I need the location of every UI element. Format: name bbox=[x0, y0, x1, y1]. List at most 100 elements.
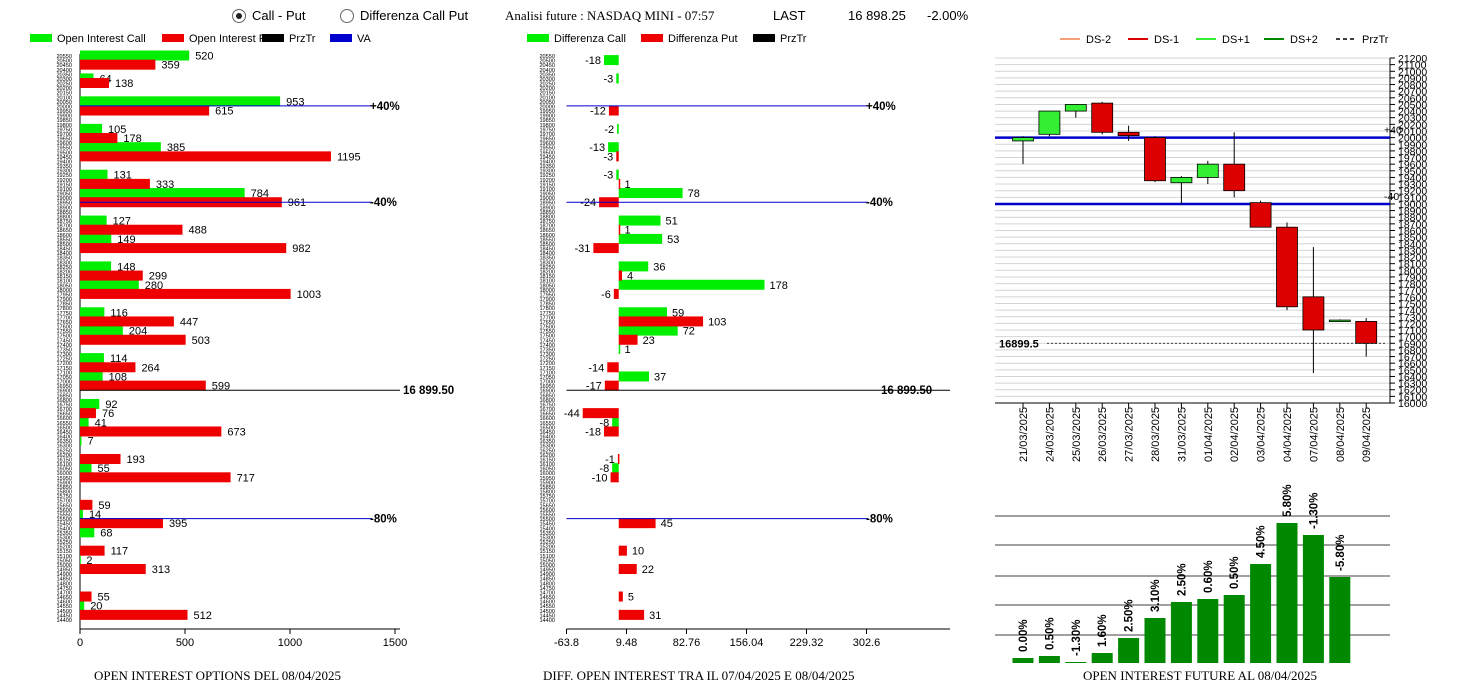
future-bar bbox=[1329, 577, 1351, 663]
strike-label: 20200 bbox=[56, 86, 72, 92]
put-bar-label: 299 bbox=[149, 271, 167, 283]
legend-label: VA bbox=[357, 33, 372, 45]
strike-label: 17100 bbox=[539, 370, 555, 376]
strike-label: 16350 bbox=[539, 439, 555, 445]
y-tick-label: 16200 bbox=[1398, 385, 1427, 397]
strike-label: 15100 bbox=[56, 554, 72, 560]
strike-label: 19650 bbox=[56, 137, 72, 143]
strike-label: 16000 bbox=[56, 471, 72, 477]
y-tick-label: 20500 bbox=[1398, 99, 1427, 111]
strike-label: 16950 bbox=[56, 384, 72, 390]
diff-call-bar bbox=[616, 73, 619, 84]
put-bar bbox=[80, 591, 92, 602]
strike-label: 19100 bbox=[539, 187, 555, 193]
strike-label: 15150 bbox=[56, 549, 72, 555]
put-bar-label: 55 bbox=[98, 592, 110, 604]
strike-label: 18000 bbox=[539, 288, 555, 294]
strike-label: 17750 bbox=[56, 311, 72, 317]
strike-label: 14400 bbox=[539, 618, 555, 624]
legend-label: DS+2 bbox=[1290, 34, 1318, 46]
strike-label: 18100 bbox=[539, 279, 555, 285]
put-bar bbox=[80, 243, 287, 254]
strike-label: 14700 bbox=[539, 590, 555, 596]
change-value: -2.00% bbox=[927, 8, 969, 23]
call-bar-label: 55 bbox=[98, 463, 110, 475]
strike-label: 14500 bbox=[539, 609, 555, 615]
put-bar bbox=[80, 499, 93, 510]
x-tick-label: 28/03/2025 bbox=[1150, 407, 1162, 462]
strike-label: 20100 bbox=[539, 95, 555, 101]
diff-call-bar-label: -3 bbox=[604, 73, 614, 85]
call-bar bbox=[80, 398, 100, 409]
strike-label: 20400 bbox=[56, 68, 72, 74]
level-label: -80% bbox=[370, 514, 397, 526]
diff-put-bar bbox=[604, 426, 619, 437]
diff-put-bar bbox=[604, 380, 619, 391]
y-tick-label: 18500 bbox=[1398, 232, 1427, 244]
y-tick-label: 19300 bbox=[1398, 179, 1427, 191]
diff-call-bar bbox=[618, 307, 668, 318]
strike-label: 16400 bbox=[539, 435, 555, 441]
strike-label: 19400 bbox=[56, 159, 72, 165]
y-tick-label: 19500 bbox=[1398, 166, 1427, 178]
strike-label: 20450 bbox=[539, 63, 555, 69]
diff-call-bar bbox=[618, 261, 649, 272]
diff-put-bar-label: 1 bbox=[625, 179, 631, 191]
strike-label: 17800 bbox=[539, 306, 555, 312]
strike-label: 15350 bbox=[56, 531, 72, 537]
y-tick-label: 17100 bbox=[1398, 325, 1427, 337]
diff-call-bar bbox=[618, 233, 663, 244]
strike-label: 20250 bbox=[56, 82, 72, 88]
strike-label: 16700 bbox=[56, 407, 72, 413]
x-tick-label: 21/03/2025 bbox=[1018, 407, 1030, 462]
y-tick-label: 19900 bbox=[1398, 139, 1427, 151]
diff-put-bar-label: 4 bbox=[627, 271, 633, 283]
put-bar-label: 673 bbox=[227, 426, 245, 438]
diff-put-bar-label: 103 bbox=[708, 316, 726, 328]
strike-label: 16800 bbox=[539, 398, 555, 404]
diff-call-bar bbox=[618, 371, 650, 382]
put-bar-label: 138 bbox=[115, 78, 133, 90]
diff-call-bar-label: -8 bbox=[599, 463, 609, 475]
strike-label: 15450 bbox=[56, 522, 72, 528]
diff-put-bar bbox=[607, 362, 619, 373]
call-bar bbox=[80, 527, 95, 538]
strike-label: 17200 bbox=[56, 361, 72, 367]
strike-label: 18450 bbox=[539, 247, 555, 253]
strike-label: 18900 bbox=[539, 205, 555, 211]
put-bar-label: 59 bbox=[98, 500, 110, 512]
put-bar bbox=[80, 453, 121, 464]
diff-put-bar bbox=[608, 105, 619, 116]
diff-call-bar-label: 53 bbox=[667, 234, 679, 246]
y-tick-label: 17700 bbox=[1398, 285, 1427, 297]
diff-put-bar bbox=[593, 243, 619, 254]
diff-call-bar-label: 59 bbox=[672, 307, 684, 319]
put-bar bbox=[80, 133, 118, 144]
strike-label: 16500 bbox=[539, 425, 555, 431]
strike-label: 19300 bbox=[539, 169, 555, 175]
legend-label: Differenza Put bbox=[668, 33, 738, 45]
strike-label: 17300 bbox=[539, 352, 555, 358]
strike-label: 17400 bbox=[539, 343, 555, 349]
legend-swatch bbox=[30, 34, 52, 42]
strike-label: 17350 bbox=[56, 347, 72, 353]
strike-label: 16150 bbox=[56, 457, 72, 463]
call-bar bbox=[80, 353, 104, 364]
y-tick-label: 19200 bbox=[1398, 186, 1427, 198]
radio-call-put[interactable]: Call - Put bbox=[232, 8, 305, 23]
put-bar-label: 717 bbox=[237, 472, 255, 484]
strike-label: 17850 bbox=[56, 302, 72, 308]
x-tick-label: 0 bbox=[77, 637, 83, 649]
strike-label: 16350 bbox=[56, 439, 72, 445]
future-bar-label: 0.50% bbox=[1044, 617, 1056, 650]
strike-label: 19550 bbox=[539, 146, 555, 152]
strike-label: 19450 bbox=[539, 155, 555, 161]
x-tick-label: 9.48 bbox=[616, 637, 637, 649]
last-value: 16 898.25 bbox=[848, 8, 906, 23]
y-tick-label: 17900 bbox=[1398, 272, 1427, 284]
radio-diff-call-put[interactable]: Differenza Call Put bbox=[340, 8, 468, 23]
level-label: -40 bbox=[1384, 191, 1399, 203]
future-bar bbox=[1223, 595, 1245, 663]
strike-label: 19450 bbox=[56, 155, 72, 161]
diff-put-bar-label: -10 bbox=[592, 472, 608, 484]
